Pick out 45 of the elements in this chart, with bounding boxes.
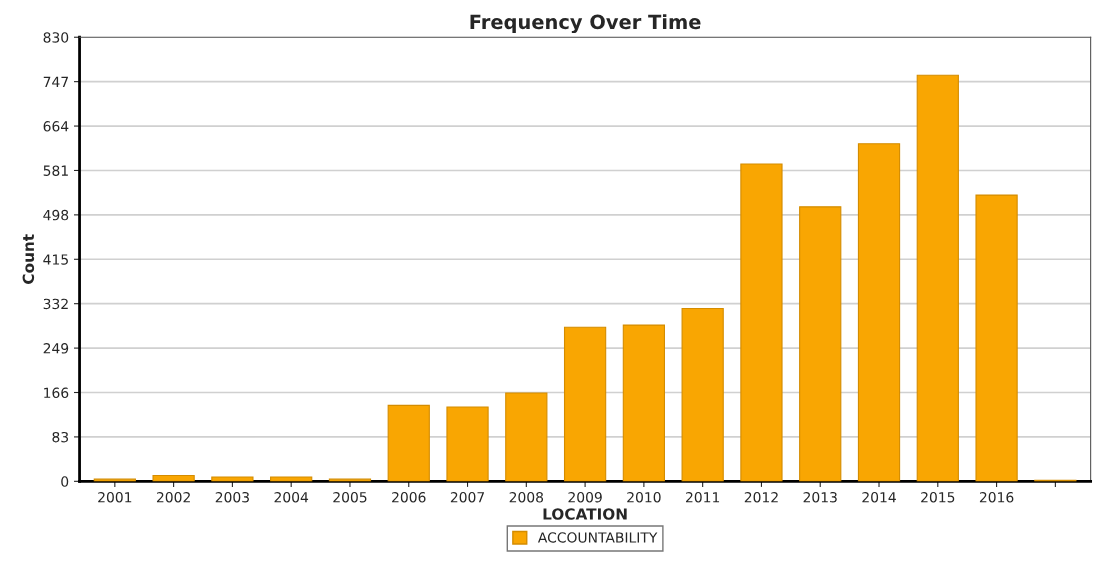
x-tick-label: 2002 <box>156 491 190 503</box>
x-tick-label: 2016 <box>979 491 1014 503</box>
x-tick-label: 2010 <box>627 491 661 503</box>
y-tick-label: 0 <box>61 476 69 487</box>
y-tick-label: 415 <box>43 254 68 265</box>
chart-title: Frequency Over Time <box>470 14 701 34</box>
bar <box>857 143 901 482</box>
x-tick-label: 2001 <box>98 491 132 503</box>
bar <box>916 74 959 482</box>
y-tick-label: 332 <box>43 298 68 310</box>
x-tick-label: 2011 <box>686 491 720 503</box>
bar <box>270 476 313 482</box>
x-tick-label: 2004 <box>274 491 309 503</box>
bar <box>152 474 195 482</box>
x-tick-label: 2013 <box>803 491 837 503</box>
y-axis-title: Count <box>22 234 35 284</box>
x-axis-title: LOCATION <box>543 508 627 520</box>
legend-label: ACCOUNTABILITY <box>537 532 658 543</box>
bar <box>622 324 666 482</box>
y-tick-label: 166 <box>44 387 69 398</box>
bar <box>211 476 254 482</box>
bar <box>563 326 607 482</box>
x-tick-label: 2007 <box>450 491 485 503</box>
bar <box>975 194 1018 482</box>
x-tick-label: 2006 <box>392 491 426 503</box>
bar <box>446 406 489 482</box>
bar <box>799 206 842 482</box>
x-tick-label: 2008 <box>509 491 544 503</box>
y-tick-label: 581 <box>43 165 68 176</box>
y-tick-label: 830 <box>43 32 69 43</box>
y-tick-label: 249 <box>43 343 69 354</box>
x-tick-label: 2009 <box>568 491 602 503</box>
x-tick-label: 2003 <box>215 491 249 503</box>
x-tick-label: 2014 <box>862 491 896 503</box>
y-tick-label: 747 <box>43 76 68 87</box>
bar <box>505 392 548 482</box>
y-tick-label: 498 <box>43 209 69 221</box>
x-tick-label: 2005 <box>333 491 367 503</box>
bar <box>681 307 724 482</box>
y-tick-label: 664 <box>43 121 69 132</box>
bar <box>387 404 430 482</box>
x-tick-label: 2015 <box>921 491 955 503</box>
x-tick-label: 2012 <box>744 491 778 503</box>
y-tick-label: 83 <box>52 431 69 443</box>
bar <box>740 163 783 482</box>
